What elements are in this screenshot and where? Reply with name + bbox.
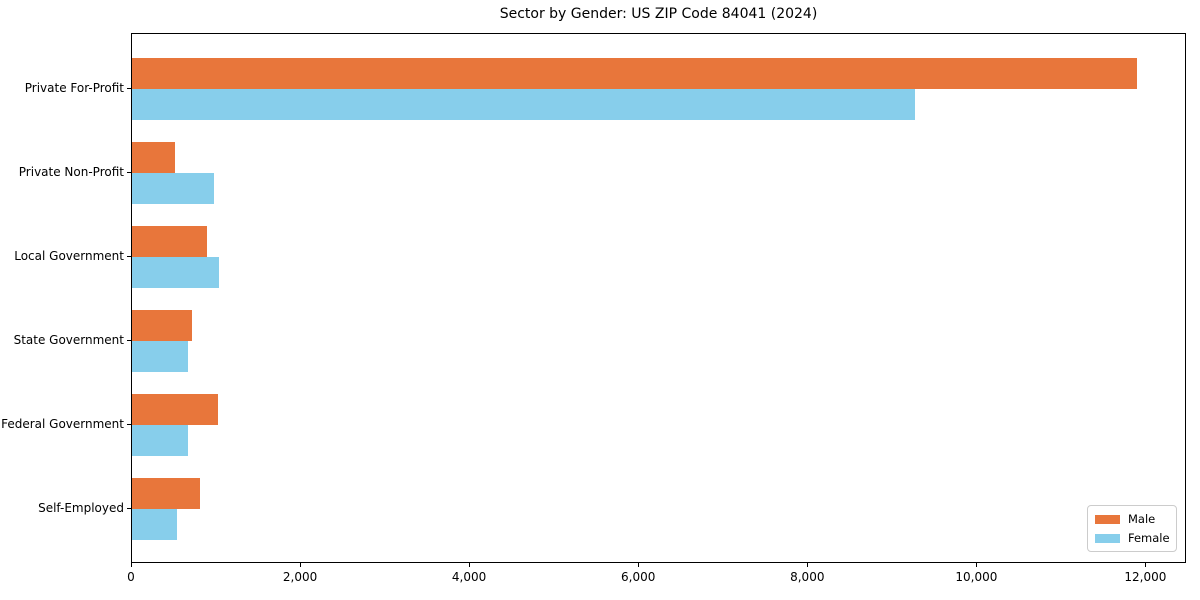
bar-male-private-non-profit — [132, 142, 176, 173]
x-axis-tick-label: 2,000 — [282, 570, 318, 584]
y-tick-mark — [127, 340, 131, 341]
chart-title: Sector by Gender: US ZIP Code 84041 (202… — [499, 6, 818, 22]
y-tick-mark — [127, 256, 131, 257]
female-legend-label: Female — [1128, 531, 1170, 545]
female-legend-swatch — [1095, 533, 1120, 543]
x-axis-tick-label: 12,000 — [1124, 570, 1167, 584]
y-tick-mark — [127, 424, 131, 425]
y-tick-mark — [127, 508, 131, 509]
x-tick-mark — [976, 563, 978, 567]
x-axis-tick-label: 8,000 — [790, 570, 825, 584]
x-tick-mark — [807, 563, 809, 567]
y-tick-mark — [127, 172, 131, 173]
male-legend-label: Male — [1128, 512, 1156, 526]
x-axis-tick-label: 10,000 — [955, 570, 998, 584]
legend-item-female: Female — [1095, 531, 1170, 545]
x-tick-mark — [131, 563, 132, 567]
bar-female-federal-government — [132, 425, 188, 456]
bar-female-state-government — [132, 341, 188, 372]
plot-area: Male Female — [131, 33, 1186, 563]
bar-male-local-government — [132, 226, 208, 257]
bar-female-private-non-profit — [132, 173, 214, 204]
x-tick-mark — [1145, 563, 1147, 567]
bar-male-state-government — [132, 310, 193, 341]
y-axis-category-label: Private For-Profit — [24, 81, 124, 95]
bar-male-self-employed — [132, 478, 200, 509]
bar-female-self-employed — [132, 509, 178, 540]
bar-female-private-for-profit — [132, 89, 915, 120]
x-axis-tick-label: 6,000 — [621, 570, 656, 584]
x-axis-tick-label: 4,000 — [451, 570, 487, 584]
x-tick-mark — [638, 563, 640, 567]
y-axis-category-label: Private Non-Profit — [18, 165, 124, 179]
legend: Male Female — [1087, 505, 1177, 552]
legend-item-male: Male — [1095, 512, 1169, 526]
male-legend-swatch — [1095, 514, 1120, 524]
x-tick-mark — [300, 563, 302, 567]
bar-female-local-government — [132, 257, 220, 288]
x-axis-tick-label: 0 — [127, 570, 135, 584]
bar-male-federal-government — [132, 394, 219, 425]
y-axis-category-label: Federal Government — [1, 417, 124, 431]
y-axis-category-label: Self-Employed — [38, 501, 124, 515]
x-tick-mark — [469, 563, 471, 567]
y-axis-category-label: Local Government — [14, 249, 124, 263]
y-axis-category-label: State Government — [13, 333, 124, 347]
y-tick-mark — [127, 88, 131, 89]
bar-male-private-for-profit — [132, 58, 1138, 89]
